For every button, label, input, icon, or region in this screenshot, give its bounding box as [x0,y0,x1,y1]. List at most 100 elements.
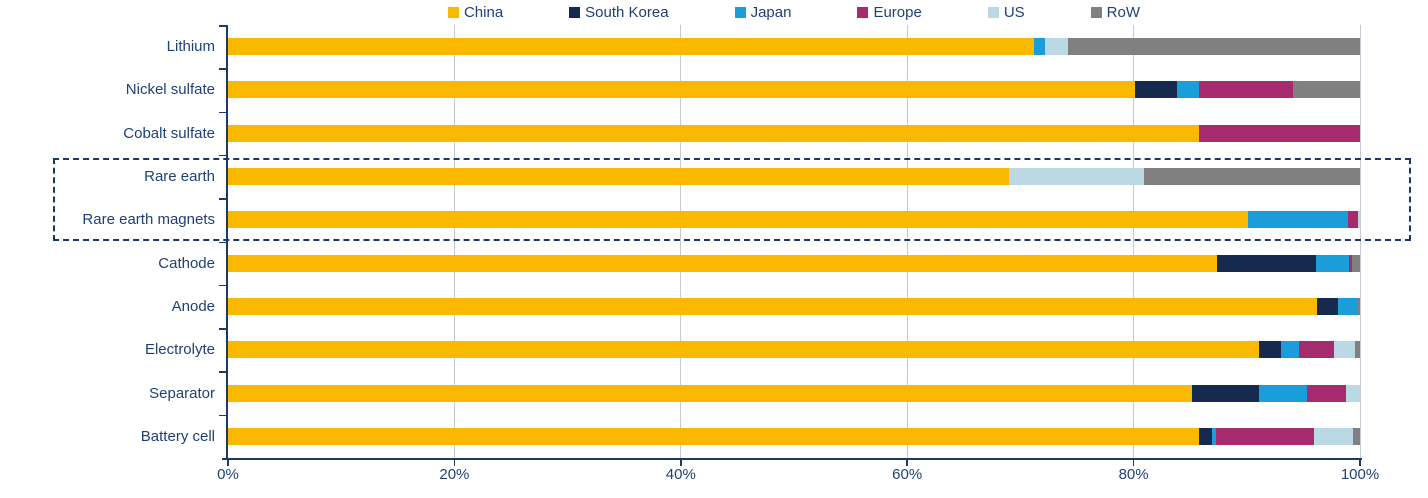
bar-segment-china [228,124,1200,142]
gridline [906,25,908,458]
bar-battery-cell [228,427,1360,445]
bar-segment-china [228,81,1135,99]
bar-row-battery-cell [228,415,1360,458]
category-label: Cathode [158,254,215,272]
bar-segment-europe [1199,81,1294,99]
bar-segment-japan [1247,211,1348,229]
legend-label: Europe [873,3,922,21]
y-axis-tick [219,414,226,417]
bar-segment-china [228,341,1260,359]
bar-row-separator [228,371,1360,414]
bar-row-anode [228,285,1360,328]
legend-swatch-china [447,6,459,18]
bar-cathode [228,254,1360,272]
bar-segment-us [1009,168,1144,186]
y-axis-tick [219,328,226,330]
bar-segment-row [1355,341,1360,359]
category-label: Nickel sulfate [125,81,215,99]
gridline [1133,25,1135,458]
legend-label: US [1003,3,1025,21]
gridline [1359,25,1361,458]
bar-segment-us [1045,38,1068,56]
gridline [453,25,455,458]
bar-segment-china [228,38,1034,56]
bar-segment-japan [1315,254,1349,272]
bar-row-cobalt-sulfate [228,112,1360,155]
bar-row-lithium [228,25,1360,68]
bar-segment-south-korea [1217,254,1316,272]
bar-rare-earth-magnets [228,211,1360,229]
x-axis-tick [1132,460,1135,466]
category-label-band: Nickel sulfate [0,68,215,111]
category-label-band: Lithium [0,25,215,68]
x-axis-labels: 0% 20% 40% 60% 80% 100% [217,464,1379,486]
category-label: Anode [171,297,215,315]
legend-swatch-us [987,6,999,18]
bar-segment-south-korea [1134,81,1177,99]
bar-segment-us [1346,384,1360,402]
bar-rows [228,25,1360,458]
legend-item-row: RoW [1090,3,1141,21]
y-axis-tick [219,25,226,27]
bar-segment-europe [1347,211,1358,229]
x-axis-line [222,458,1362,460]
bar-row-rare-earth [228,155,1360,198]
legend-item-europe: Europe [857,3,922,21]
bar-segment-china [228,168,1010,186]
y-axis-tick [219,198,226,200]
bar-segment-china [228,384,1193,402]
legend-item-japan: Japan [734,4,791,21]
bar-segment-china [228,297,1317,315]
bar-segment-europe [1306,384,1347,402]
category-label-band: Battery cell [0,415,215,458]
bar-segment-south-korea [1316,297,1339,315]
category-label: Rare earth magnets [82,211,215,229]
legend-swatch-south-korea [569,6,581,18]
y-axis-tick [219,284,226,287]
x-tick-label: 80% [1118,466,1149,483]
y-axis-tick [219,154,226,157]
x-tick-label: 40% [665,466,696,483]
x-tick-label: 60% [892,466,923,483]
legend-label: South Korea [585,3,669,21]
y-axis-tick [219,241,226,243]
bar-segment-south-korea [1259,341,1281,359]
bar-segment-row [1293,81,1360,99]
y-axis-line [226,25,228,458]
bar-segment-japan [1338,297,1357,315]
bar-segment-europe [1348,254,1353,272]
x-axis-tick [227,460,229,466]
bar-segment-japan [1259,384,1307,402]
legend-swatch-europe [857,6,869,18]
bar-segment-south-korea [1199,427,1212,445]
category-label-band: Cobalt sulfate [0,112,215,155]
bar-segment-us [1333,341,1356,359]
category-label: Battery cell [140,427,215,445]
gridline [680,25,682,458]
bar-segment-row [1143,168,1360,186]
bar-segment-china [228,211,1248,229]
bar-nickel-sulfate [228,81,1360,99]
category-label: Electrolyte [144,341,215,359]
x-tick-label: 100% [1340,466,1380,483]
category-label-band: Cathode [0,241,215,284]
y-axis-tick [219,371,226,373]
bar-row-nickel-sulfate [228,68,1360,111]
legend-label: RoW [1106,3,1141,21]
bar-segment-us [1313,427,1354,445]
chart-legend: China South Korea Japan Europe US RoW [228,2,1360,22]
bar-segment-us [1357,211,1360,229]
bar-rare-earth [228,168,1360,186]
x-tick-label: 20% [439,466,470,483]
legend-item-us: US [987,3,1025,21]
bar-segment-china [228,254,1218,272]
bar-cobalt-sulfate [228,124,1360,142]
bar-row-cathode [228,241,1360,284]
bar-segment-europe [1298,341,1334,359]
bar-segment-japan [1176,81,1200,99]
bar-segment-south-korea [1192,384,1260,402]
category-label-band: Anode [0,285,215,328]
bar-row-rare-earth-magnets [228,198,1360,241]
bar-anode [228,297,1360,315]
